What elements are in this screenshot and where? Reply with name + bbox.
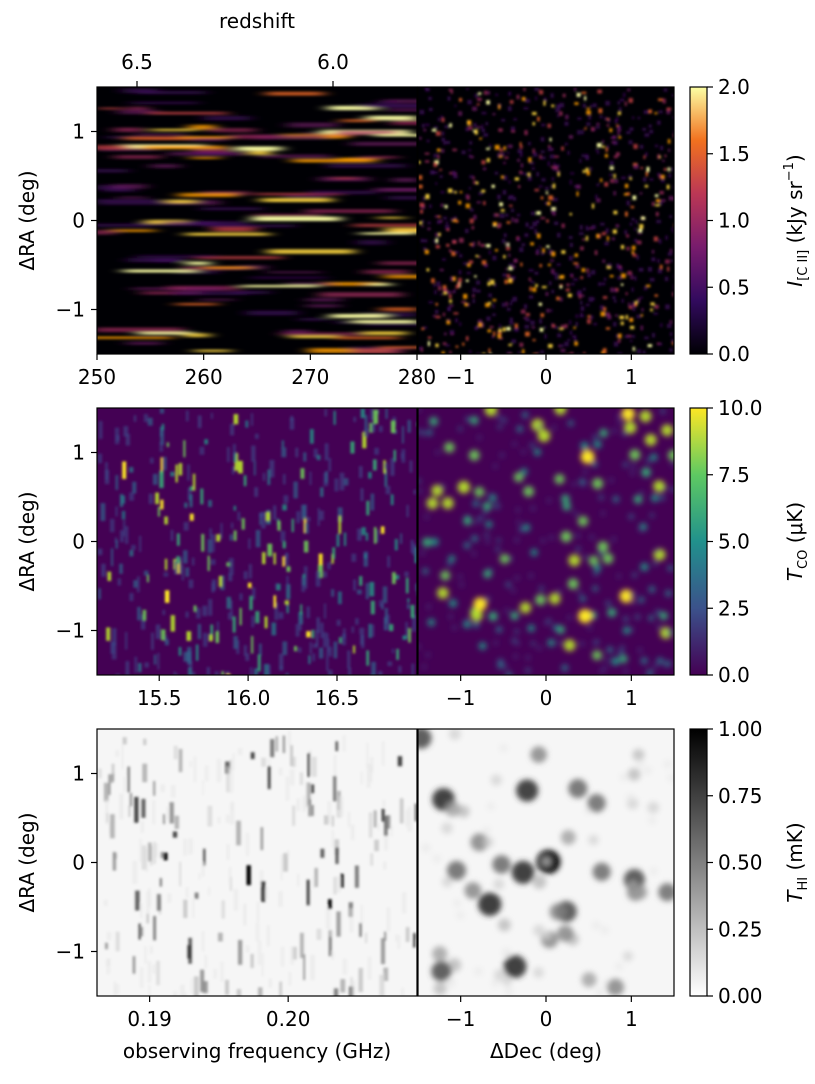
cii-spectral-x-tick-label: 250 xyxy=(78,365,116,389)
cii-spatial-x-tick-label: 1 xyxy=(625,365,638,389)
co-spatial-texture xyxy=(418,408,674,675)
cii-spatial-colorbar-tick-label: 0.0 xyxy=(718,342,750,366)
hi-spatial-x-tick-label: −1 xyxy=(446,1007,475,1031)
cii-spectral-y-tick-label: 0 xyxy=(72,209,85,233)
co-spatial-x-tick-label: 1 xyxy=(625,686,638,710)
hi-spatial-colorbar-tick-label: 0.25 xyxy=(718,917,763,941)
co-spatial-colorbar-gradient xyxy=(690,408,707,675)
cii-spatial-texture xyxy=(418,87,674,354)
co-spatial-x-tick-label: 0 xyxy=(540,686,553,710)
cii-spectral-top-axis-label: redshift xyxy=(219,9,295,33)
co-spectral-x-tick-label: 16.0 xyxy=(226,686,271,710)
cii-spatial-colorbar-label-main: I xyxy=(783,281,807,287)
cii-spectral-x-tick-label: 280 xyxy=(398,365,436,389)
hi-spectral-y-tick-label: 0 xyxy=(72,851,85,875)
hi-spectral-x-tick-label: 0.20 xyxy=(266,1007,311,1031)
cii-spatial-colorbar-label-close: ) xyxy=(783,154,807,162)
cii-spatial-colorbar-gradient xyxy=(690,87,707,354)
co-spatial-colorbar-label-main: T xyxy=(783,567,807,581)
cii-spatial-colorbar-label: I[C II] (kJy sr−1) xyxy=(782,154,811,286)
cii-spectral-y-tick-label: −1 xyxy=(56,298,85,322)
hi-spatial-colorbar-label: THI (mK) xyxy=(783,822,811,902)
co-spectral-texture xyxy=(97,408,417,675)
co-spectral-x-tick-label: 15.5 xyxy=(137,686,182,710)
hi-spatial-colorbar-tick-label: 1.00 xyxy=(718,717,763,741)
cii-spatial-x-tick-label: 0 xyxy=(540,365,553,389)
cii-spatial-colorbar: 0.0 0.5 1.0 1.5 2.0 I[C II] (kJy sr−1) xyxy=(689,75,811,366)
hi-spatial-x-axis-label: ΔDec (deg) xyxy=(490,1039,602,1063)
hi-spatial-colorbar-label-sub: HI xyxy=(796,877,811,891)
co-spectral-y-axis-label: ΔRA (deg) xyxy=(15,491,39,591)
hi-spatial-texture xyxy=(418,729,674,996)
hi-spatial-colorbar-tick-label: 0.75 xyxy=(718,784,763,808)
co-spatial-panel: −1 0 1 xyxy=(417,407,675,710)
cii-spatial-colorbar-label-unit: (kJy sr xyxy=(783,181,807,250)
hi-spatial-colorbar: 0.00 0.25 0.50 0.75 1.00 THI (mK) xyxy=(689,717,811,1008)
co-spatial-colorbar: 0.0 2.5 5.0 7.5 10.0 TCO (μK) xyxy=(689,396,811,687)
hi-spatial-panel: −1 0 1 xyxy=(417,728,675,1031)
co-spatial-colorbar-tick-label: 2.5 xyxy=(718,596,750,620)
hi-spatial-colorbar-tick-label: 0.00 xyxy=(718,984,763,1008)
hi-spectral-y-axis-label: ΔRA (deg) xyxy=(15,812,39,912)
hi-spectral-x-axis-label: observing frequency (GHz) xyxy=(123,1039,391,1063)
co-spectral-x-tick-label: 16.5 xyxy=(315,686,360,710)
co-spatial-colorbar-tick-label: 0.0 xyxy=(718,663,750,687)
co-spatial-colorbar-label: TCO (μK) xyxy=(783,502,811,581)
co-spectral-y-tick-label: 1 xyxy=(72,441,85,465)
co-spatial-colorbar-tick-label: 5.0 xyxy=(718,530,750,554)
hi-spatial-x-tick-label: 1 xyxy=(625,1007,638,1031)
cii-spatial-x-tick-label: −1 xyxy=(446,365,475,389)
hi-spectral-panel: 0.19 0.20 1 0 −1 xyxy=(56,728,418,1031)
co-spatial-colorbar-label-unit: (μK) xyxy=(783,502,807,550)
cii-spatial-colorbar-tick-label: 0.5 xyxy=(718,275,750,299)
cii-spectral-x-tick-label: 270 xyxy=(291,365,329,389)
hi-spatial-colorbar-tick-label: 0.50 xyxy=(718,851,763,875)
hi-spatial-colorbar-label-main: T xyxy=(783,889,807,903)
cii-spatial-background xyxy=(418,87,674,354)
co-spatial-x-tick-label: −1 xyxy=(446,686,475,710)
cii-spectral-y-tick-label: 1 xyxy=(72,120,85,144)
cii-spectral-panel: 250 260 270 280 1 0 −1 6.5 6.0 xyxy=(56,50,437,389)
cii-spatial-colorbar-tick-label: 2.0 xyxy=(718,75,750,99)
co-spatial-colorbar-tick-label: 7.5 xyxy=(718,463,750,487)
co-spectral-y-tick-label: 0 xyxy=(72,530,85,554)
cii-spatial-colorbar-label-sub: [C II] xyxy=(796,250,811,281)
cii-spatial-colorbar-label-exp: −1 xyxy=(782,162,797,181)
cii-spatial-panel: −1 0 1 xyxy=(417,86,675,389)
cii-spatial-colorbar-tick-label: 1.5 xyxy=(718,142,750,166)
hi-spatial-x-tick-label: 0 xyxy=(540,1007,553,1031)
hi-spectral-y-tick-label: −1 xyxy=(56,940,85,964)
cii-spatial-colorbar-tick-label: 1.0 xyxy=(718,209,750,233)
co-spectral-y-tick-label: −1 xyxy=(56,619,85,643)
co-spectral-panel: 15.5 16.0 16.5 1 0 −1 xyxy=(56,407,418,710)
cii-spectral-x-tick-label: 260 xyxy=(185,365,223,389)
hi-spatial-colorbar-gradient xyxy=(690,729,707,996)
hi-spectral-texture xyxy=(98,730,417,996)
hi-spatial-colorbar-label-unit: (mK) xyxy=(783,822,807,877)
co-spatial-background xyxy=(418,408,674,675)
cii-spectral-texture xyxy=(97,88,417,354)
hi-spectral-y-tick-label: 1 xyxy=(72,762,85,786)
cii-spectral-top-tick-label: 6.0 xyxy=(317,50,349,74)
cii-spectral-top-tick-label: 6.5 xyxy=(121,50,153,74)
co-spatial-colorbar-label-sub: CO xyxy=(796,550,811,569)
hi-spectral-x-tick-label: 0.19 xyxy=(127,1007,172,1031)
cii-spectral-y-axis-label: ΔRA (deg) xyxy=(15,170,39,270)
co-spatial-colorbar-tick-label: 10.0 xyxy=(718,396,763,420)
